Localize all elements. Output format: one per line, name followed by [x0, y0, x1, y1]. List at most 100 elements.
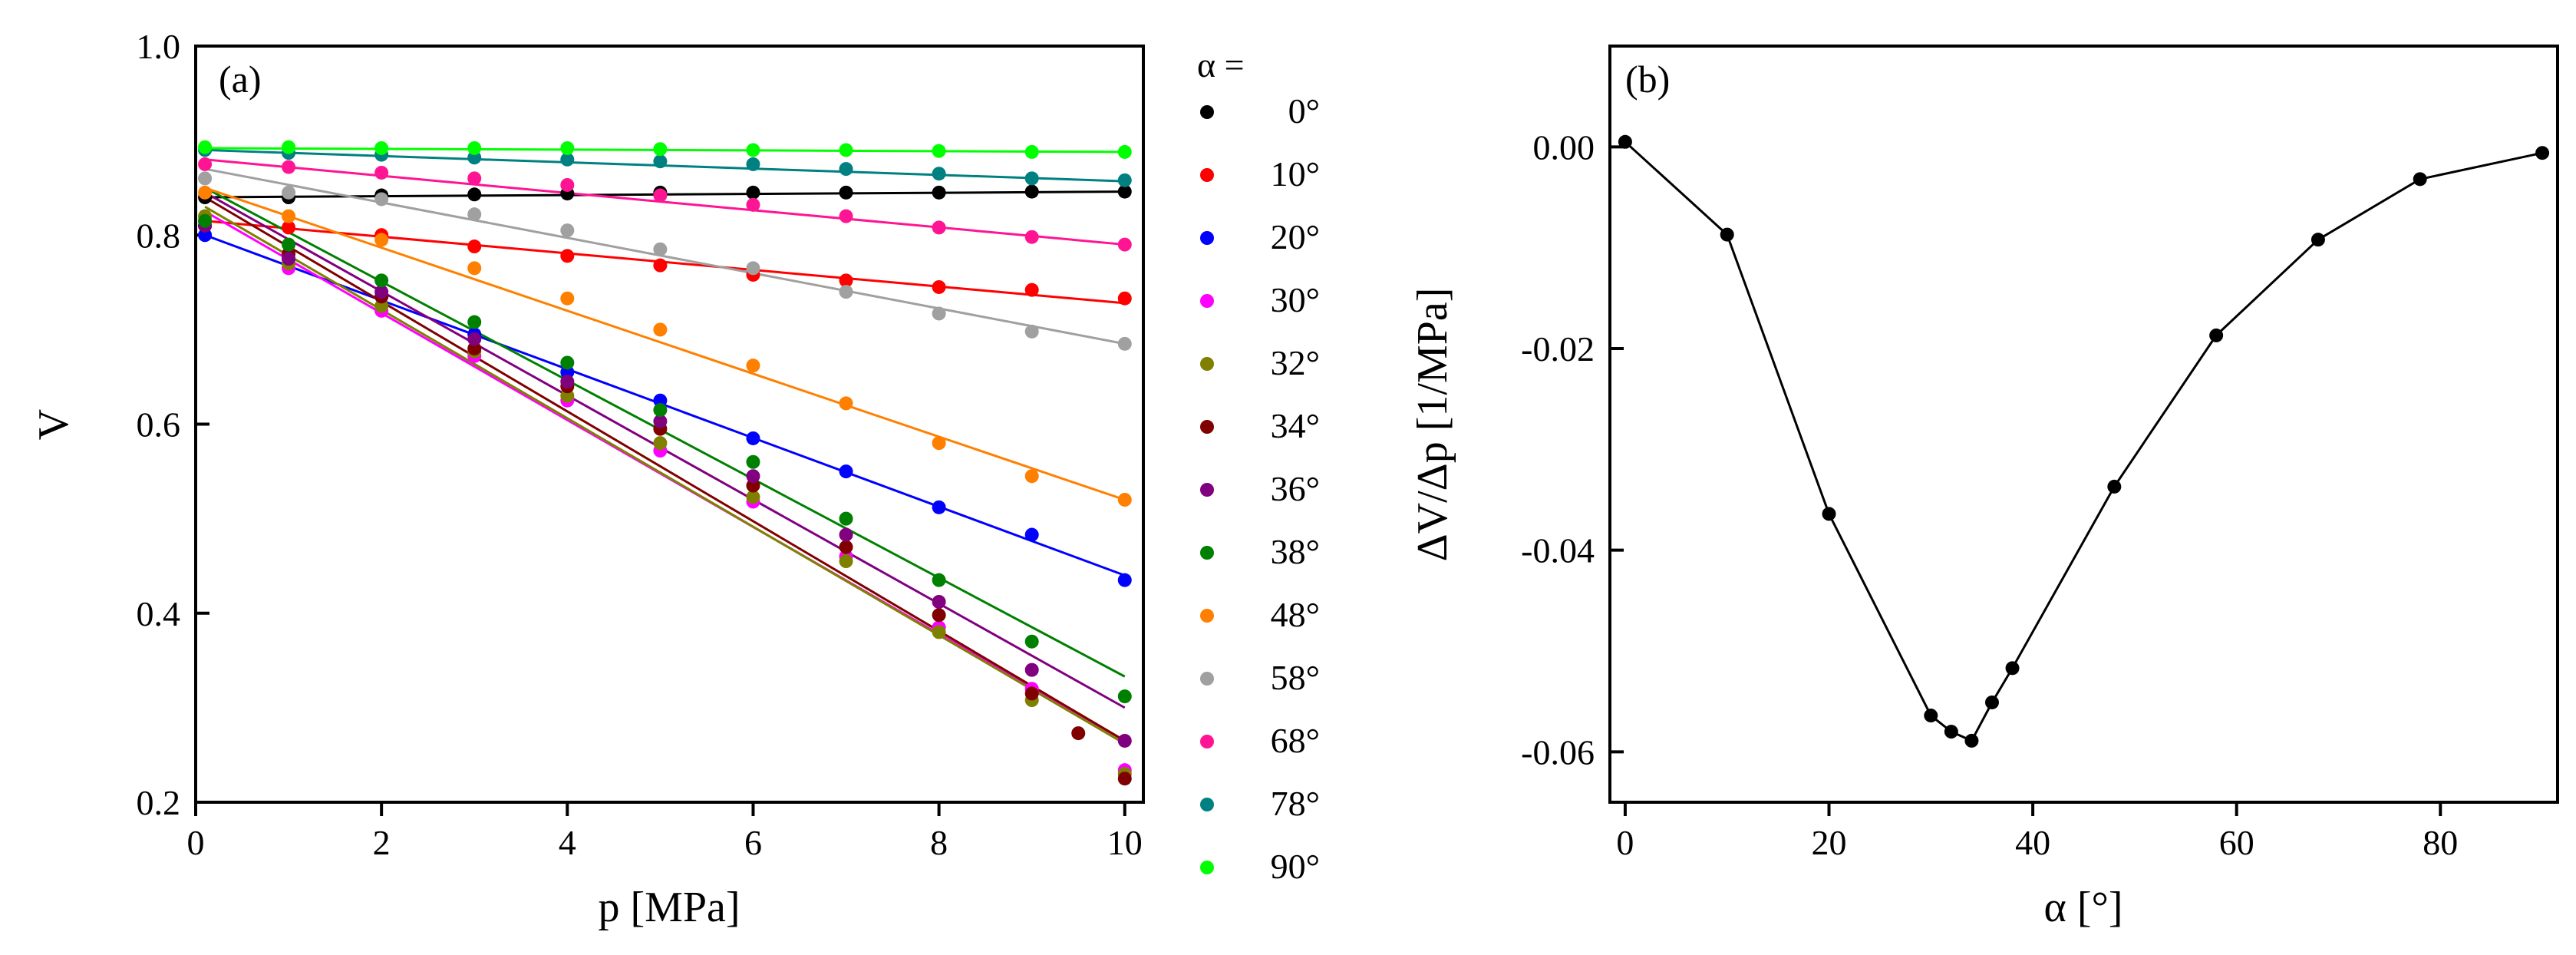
data-point — [839, 396, 853, 411]
legend-label: 20° — [1271, 217, 1320, 256]
legend-item: 30° — [1200, 280, 1320, 319]
panel-b-x-tick-label: 0 — [1616, 823, 1634, 862]
panel-a-x-tick-label: 10 — [1107, 823, 1143, 862]
fit-line — [204, 206, 1126, 745]
data-point — [1822, 507, 1836, 521]
legend-label: 90° — [1271, 847, 1320, 886]
data-point — [1024, 184, 1039, 199]
data-point — [560, 375, 575, 389]
data-point — [1117, 689, 1132, 704]
data-point — [653, 393, 668, 408]
data-point — [467, 187, 482, 202]
panel-a-y-tick-label: 0.6 — [137, 405, 181, 444]
legend-marker — [1200, 861, 1214, 874]
legend: α = 0° 10° 20° 30° 32° 34° 36° 38° 48° 58° 68° 78° 9… — [1197, 45, 1320, 886]
data-point — [932, 608, 946, 623]
data-point — [198, 157, 213, 171]
data-point — [932, 500, 946, 514]
data-point — [932, 144, 946, 158]
panel-b-y-tick-label: -0.02 — [1521, 329, 1595, 368]
data-point — [839, 511, 853, 526]
data-point — [282, 140, 296, 154]
data-point — [467, 342, 482, 355]
data-point — [1071, 726, 1086, 741]
panel-a-y-tick-label: 0.2 — [137, 783, 181, 822]
panel-a-x-axis: 0 2 4 6 8 10 — [187, 802, 1143, 862]
data-point — [282, 237, 296, 252]
data-point — [560, 152, 575, 167]
data-point — [282, 160, 296, 174]
panel-a-y-tick-label: 1.0 — [137, 27, 181, 66]
data-point — [560, 365, 575, 379]
data-point — [653, 414, 668, 428]
panel-b-x-axis-label: α [°] — [2043, 884, 2122, 931]
data-point — [839, 162, 853, 177]
data-point — [198, 185, 213, 200]
panel-b-x-tick-label: 20 — [1812, 823, 1847, 862]
panel-a-x-tick-label: 2 — [373, 823, 391, 862]
data-point — [839, 464, 853, 479]
data-point — [1618, 134, 1632, 149]
data-point — [746, 431, 760, 445]
fit-line — [204, 158, 1125, 246]
data-point — [746, 478, 760, 493]
panel-b-x-tick-label: 80 — [2423, 823, 2458, 862]
data-point — [2107, 479, 2122, 494]
data-point — [560, 177, 575, 192]
legend-item: 36° — [1200, 469, 1320, 508]
data-point — [1924, 709, 1938, 723]
data-point — [653, 188, 668, 203]
panel-a-x-tick-label: 4 — [559, 823, 576, 862]
legend-label: 48° — [1271, 595, 1320, 634]
data-point — [467, 207, 482, 222]
data-point — [746, 359, 760, 373]
data-point — [746, 261, 760, 276]
panel-b-x-tick-label: 40 — [2015, 823, 2050, 862]
data-point — [1944, 725, 1958, 739]
data-point — [932, 436, 946, 451]
data-point — [1024, 144, 1039, 159]
data-point — [282, 252, 296, 266]
data-point — [932, 625, 946, 639]
panel-a-chart: 0.2 0.4 0.6 0.8 1.0 0 2 4 6 8 10 (a) p [MPa] V — [30, 27, 1145, 931]
fit-line — [204, 167, 1126, 345]
data-point — [198, 228, 213, 243]
panel-b-y-tick-label: -0.04 — [1521, 531, 1595, 570]
data-point — [198, 140, 213, 154]
data-point — [1024, 527, 1039, 542]
panel-b-x-axis: 0 20 40 60 80 — [1616, 802, 2458, 862]
data-point — [1024, 230, 1039, 244]
data-point — [374, 165, 389, 180]
legend-item: 58° — [1200, 658, 1320, 697]
data-point — [746, 490, 760, 504]
panel-a-points — [198, 140, 1132, 786]
legend-label: 30° — [1271, 280, 1320, 319]
panel-b-y-tick-label: 0.00 — [1533, 127, 1595, 167]
panel-a-x-tick-label: 0 — [187, 823, 205, 862]
legend-marker — [1200, 105, 1214, 119]
data-point — [560, 140, 575, 155]
data-point — [746, 197, 760, 212]
data-point — [1117, 237, 1132, 252]
data-point — [467, 150, 482, 165]
legend-marker — [1200, 609, 1214, 623]
panel-b-plot-frame — [1608, 45, 2559, 804]
panel-b-label: (b) — [1625, 58, 1670, 101]
data-point — [1024, 171, 1039, 186]
data-point — [932, 279, 946, 294]
data-point — [746, 185, 760, 200]
legend-item: 34° — [1200, 406, 1320, 445]
legend-item: 38° — [1200, 532, 1320, 571]
legend-label: 0° — [1288, 91, 1320, 131]
data-point — [746, 157, 760, 171]
data-point — [1964, 733, 1979, 748]
legend-item: 48° — [1200, 595, 1320, 634]
legend-label: 78° — [1271, 784, 1320, 823]
data-point — [746, 454, 760, 469]
data-point — [374, 192, 389, 207]
legend-label: 38° — [1271, 532, 1320, 571]
data-point — [1024, 634, 1039, 649]
legend-label: 36° — [1271, 469, 1320, 508]
data-point — [1117, 291, 1132, 306]
data-point — [2310, 233, 2325, 247]
